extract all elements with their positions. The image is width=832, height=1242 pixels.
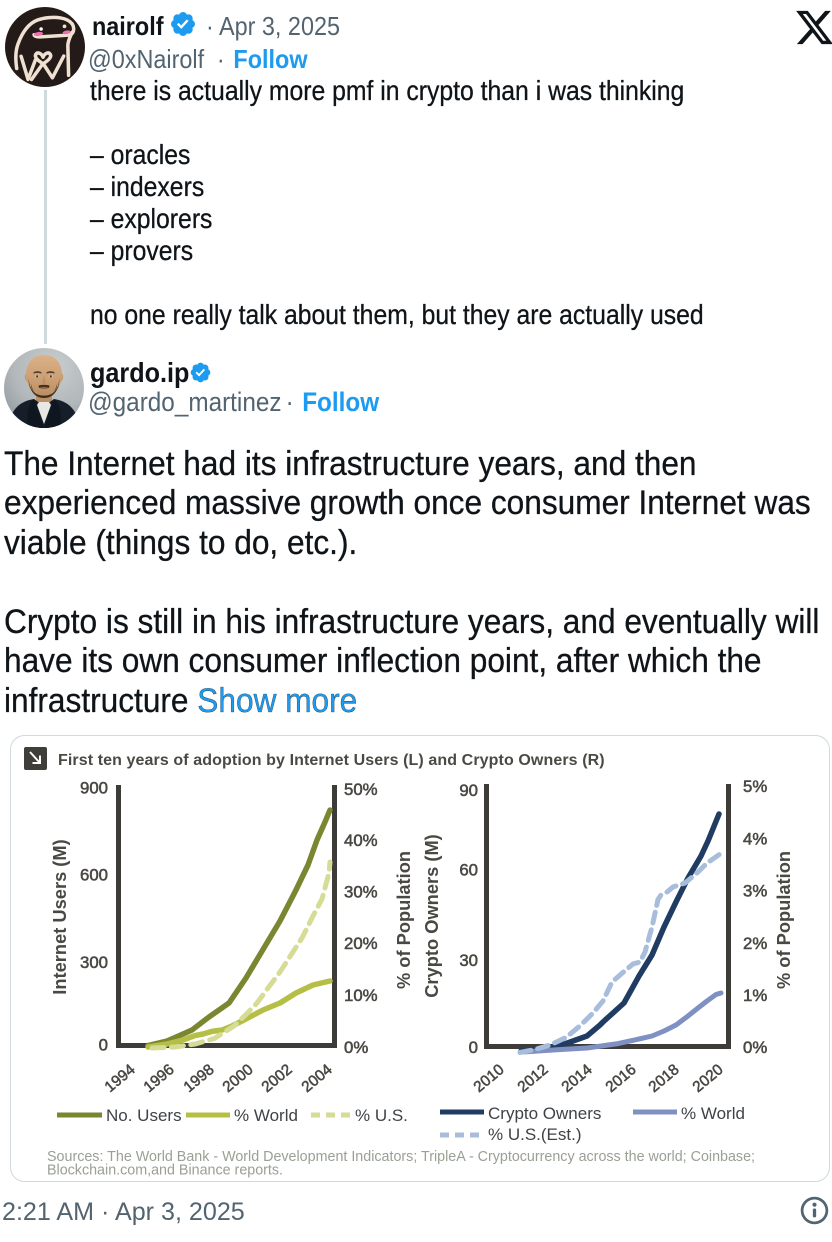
svg-text:% U.S.: % U.S. (355, 1106, 408, 1125)
svg-text:60: 60 (459, 861, 478, 880)
svg-text:0: 0 (469, 1038, 478, 1057)
svg-text:20%: 20% (344, 934, 378, 953)
svg-text:Blockchain.com,and Binance rep: Blockchain.com,and Binance reports. (47, 1163, 283, 1179)
svg-text:0: 0 (99, 1036, 108, 1055)
svg-text:% U.S.(Est.): % U.S.(Est.) (488, 1125, 582, 1144)
svg-text:3%: 3% (743, 882, 767, 901)
svg-text:0%: 0% (344, 1038, 368, 1057)
svg-text:300: 300 (80, 953, 108, 972)
svg-text:10%: 10% (344, 986, 378, 1005)
svg-text:% of Population: % of Population (393, 851, 414, 989)
svg-text:Crypto Owners (M): Crypto Owners (M) (421, 834, 442, 998)
svg-text:50%: 50% (344, 780, 378, 799)
svg-text:5%: 5% (743, 777, 767, 796)
svg-text:30%: 30% (344, 883, 378, 902)
svg-text:30: 30 (459, 951, 478, 970)
svg-text:600: 600 (80, 866, 108, 885)
svg-text:Crypto Owners: Crypto Owners (488, 1104, 601, 1123)
svg-text:First ten years of adoption by: First ten years of adoption by Internet … (58, 752, 605, 769)
svg-text:4%: 4% (743, 829, 767, 848)
svg-text:40%: 40% (344, 831, 378, 850)
svg-text:% World: % World (234, 1106, 298, 1125)
svg-text:% of Population: % of Population (773, 851, 794, 989)
svg-text:0%: 0% (743, 1038, 767, 1057)
svg-text:90: 90 (459, 781, 478, 800)
svg-text:Sources: The World Bank - Worl: Sources: The World Bank - World Developm… (47, 1149, 755, 1165)
svg-text:Internet Users (M): Internet Users (M) (49, 839, 70, 994)
svg-text:% World: % World (681, 1104, 745, 1123)
svg-text:No. Users: No. Users (106, 1106, 182, 1125)
svg-text:900: 900 (80, 779, 108, 798)
svg-text:1%: 1% (743, 986, 767, 1005)
svg-text:2%: 2% (743, 934, 767, 953)
